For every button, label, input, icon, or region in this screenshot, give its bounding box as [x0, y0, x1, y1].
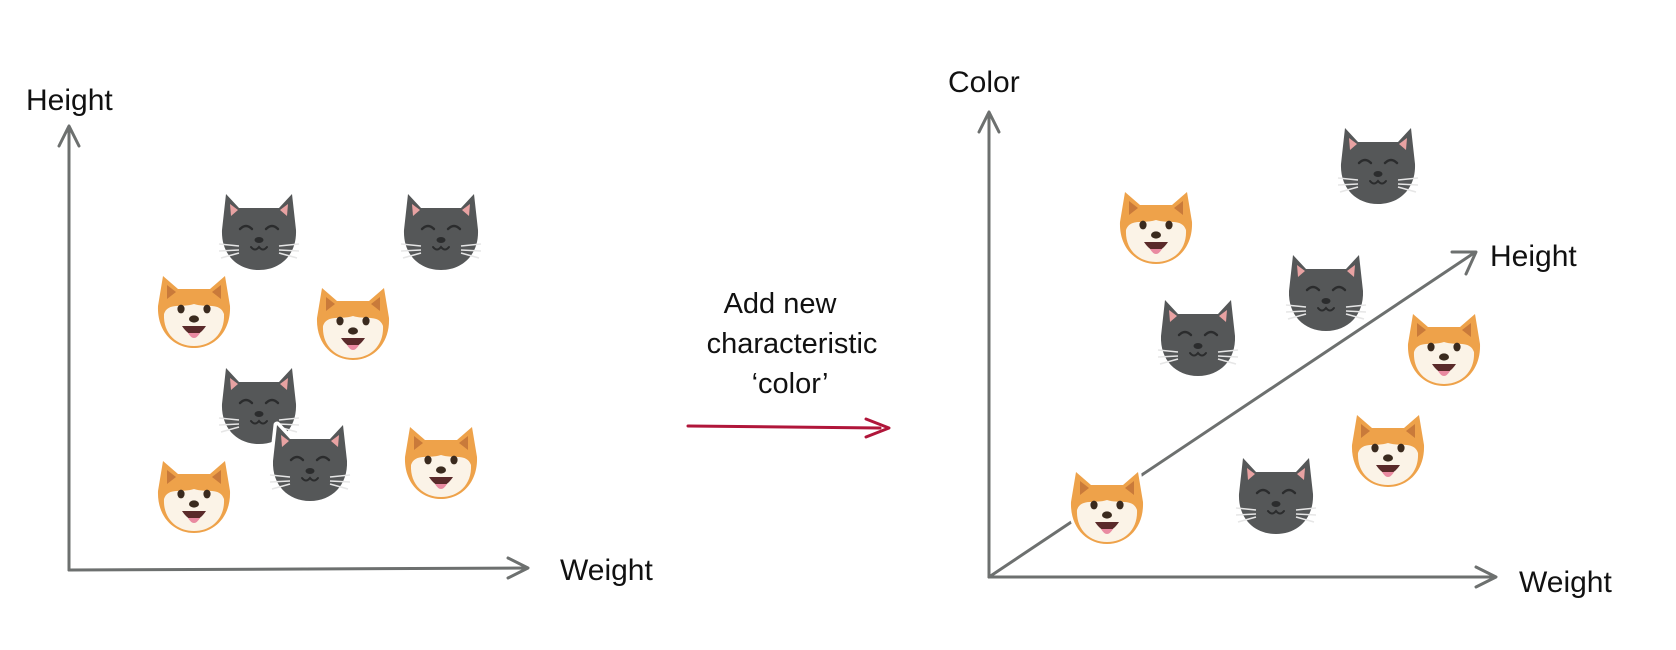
shiba-dog-face-icon [1071, 472, 1143, 544]
right-points [1071, 128, 1480, 544]
left-x-axis-label: Weight [560, 554, 653, 587]
right-height-axis-arrowhead [1450, 250, 1478, 276]
right-height-axis-label: Height [1490, 240, 1577, 273]
shiba-dog-face-icon [158, 276, 230, 348]
right-weight-axis-arrowhead [1474, 565, 1498, 589]
left-x-axis [67, 566, 529, 572]
left-y-axis-arrowhead [57, 124, 81, 148]
shiba-dog-face-icon [158, 461, 230, 533]
right-color-axis-label: Color [948, 66, 1020, 99]
shiba-dog-face-icon [317, 288, 389, 360]
transition-arrow [686, 424, 882, 430]
transition-caption-line-1: Add new [724, 288, 838, 320]
cat-face-icon [401, 194, 481, 270]
transition: Add new characteristic ‘color’ [686, 288, 891, 439]
transition-caption-line-3: ‘color’ [752, 368, 829, 400]
right-axes [977, 110, 1498, 589]
transition-arrowhead [864, 417, 891, 439]
left-axes [57, 124, 530, 580]
right-color-axis-arrowhead [977, 110, 1001, 134]
right-plot: Color Height Weight [948, 66, 1612, 599]
left-y-axis-label: Height [26, 84, 113, 117]
cat-face-icon [1286, 255, 1366, 331]
shiba-dog-face-icon [1352, 415, 1424, 487]
left-points [158, 194, 481, 533]
shiba-dog-face-icon [405, 427, 477, 499]
cat-face-icon [1338, 128, 1418, 204]
cat-face-icon [270, 425, 350, 501]
left-plot: Height Weight [26, 84, 653, 587]
right-height-axis [987, 251, 1476, 579]
shiba-dog-face-icon [1408, 314, 1480, 386]
shiba-dog-face-icon [1120, 192, 1192, 264]
cat-face-icon [1158, 300, 1238, 376]
cat-face-icon [219, 194, 299, 270]
right-weight-axis-label: Weight [1519, 566, 1612, 599]
cat-face-icon [1236, 458, 1316, 534]
transition-caption-line-2: characteristic [707, 328, 878, 360]
left-x-axis-arrowhead [506, 556, 530, 580]
